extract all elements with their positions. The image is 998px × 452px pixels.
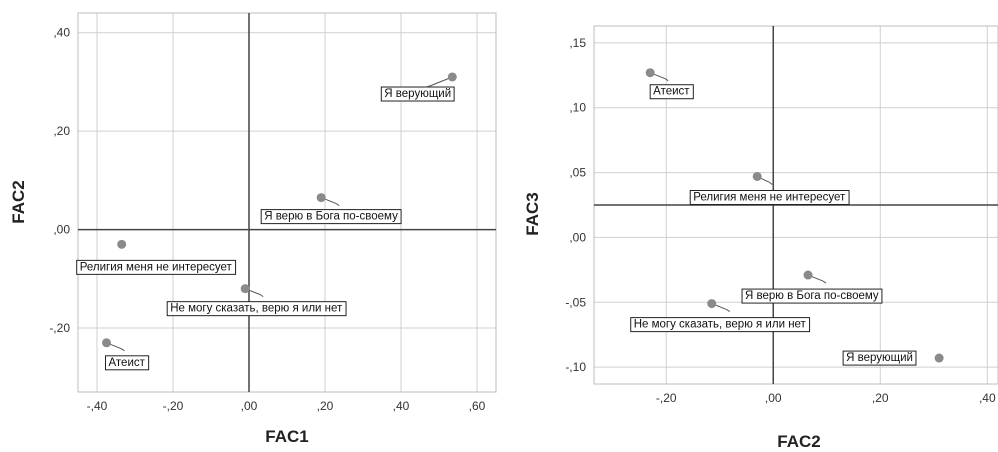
data-point-group: Я верующий: [842, 350, 944, 366]
data-point-marker: [102, 338, 111, 348]
leader-line: [335, 203, 340, 206]
leader-line: [121, 348, 125, 352]
y-tick-label: ,00: [53, 223, 70, 237]
point-label: Не могу сказать, верю я или нет: [634, 319, 807, 331]
data-point-marker: [645, 68, 655, 78]
leader-line: [822, 280, 827, 284]
data-point-group: Атеист: [645, 68, 694, 100]
y-axis-title: FAC2: [9, 180, 28, 223]
y-tick-label: ,15: [569, 36, 586, 50]
x-tick-label: ,00: [241, 399, 258, 413]
data-point-marker: [707, 299, 717, 309]
x-tick-label: -,20: [656, 391, 677, 405]
point-label-box: [630, 317, 811, 333]
point-label: Я верующий: [846, 352, 913, 364]
point-label: Я верю в Бога по-своему: [264, 211, 398, 223]
point-label-box: [105, 355, 150, 371]
x-tick-label: ,40: [979, 391, 996, 405]
y-tick-label: ,40: [53, 26, 70, 40]
y-tick-label: -,05: [565, 295, 586, 309]
data-point-marker: [752, 171, 762, 181]
point-label-box: [842, 350, 917, 366]
point-label-box: [649, 84, 694, 100]
y-tick-label: -,20: [49, 321, 70, 335]
data-point-group: Я верю в Бога по-своему: [260, 193, 402, 225]
point-label: Атеист: [109, 357, 146, 369]
point-label: Атеист: [653, 86, 690, 98]
point-label-box: [76, 259, 237, 275]
data-point-marker: [117, 239, 127, 249]
leader-line: [259, 294, 264, 298]
leader-line: [726, 309, 730, 312]
x-axis-title: FAC2: [777, 432, 820, 451]
x-tick-label: -,40: [87, 399, 108, 413]
point-label-box: [689, 189, 850, 205]
y-tick-label: -,10: [565, 360, 586, 374]
data-point-marker: [316, 193, 326, 203]
data-point-marker: [803, 270, 813, 280]
data-point-marker: [447, 72, 457, 82]
data-point-marker: [240, 284, 250, 294]
fac2-fac3-scatter-panel: -,20 ,00 ,20 ,40 -,10 -,05 ,00 ,05 ,10 ,15 FAC2 FAC…: [523, 25, 998, 451]
point-label-box: [741, 288, 883, 304]
leader-line: [664, 78, 669, 82]
x-tick-label: ,20: [317, 399, 334, 413]
y-axis-title: FAC3: [523, 192, 542, 235]
point-label-box: [166, 301, 347, 317]
data-point-marker: [934, 353, 944, 363]
x-tick-label: ,40: [393, 399, 410, 413]
x-axis-title: FAC1: [265, 427, 308, 446]
point-label-box: [380, 86, 455, 102]
point-label: Я верю в Бога по-своему: [745, 290, 879, 302]
x-tick-label: ,60: [469, 399, 486, 413]
data-point-group: Не могу сказать, верю я или нет: [166, 284, 347, 317]
leader-line: [769, 182, 773, 185]
data-point-group: Религия меня не интересует: [76, 239, 237, 275]
point-label: Я верующий: [384, 88, 451, 100]
fac1-fac2-scatter-panel: -,40 -,20 ,00 ,20 ,40 ,60 -,20 ,00 ,20 ,40 FAC1 FAC…: [9, 12, 497, 446]
data-point-group: Я верующий: [380, 72, 457, 102]
y-tick-label: ,20: [53, 124, 70, 138]
x-tick-label: ,00: [765, 391, 782, 405]
plot-frame: [77, 12, 497, 393]
y-tick-label: ,10: [569, 101, 586, 115]
x-tick-label: ,20: [872, 391, 889, 405]
leader-line: [425, 85, 430, 88]
point-label: Не могу сказать, верю я или нет: [170, 303, 343, 315]
data-point-group: Я верю в Бога по-своему: [741, 270, 883, 304]
x-tick-label: -,20: [163, 399, 184, 413]
y-tick-label: ,00: [569, 230, 586, 244]
y-tick-label: ,05: [569, 166, 586, 180]
point-label-box: [260, 209, 402, 225]
data-point-group: Атеист: [102, 338, 150, 371]
data-point-group: Религия меня не интересует: [689, 171, 850, 205]
point-label: Религия меня не интересует: [80, 261, 233, 273]
point-label: Религия меня не интересует: [693, 191, 846, 203]
data-point-group: Не могу сказать, верю я или нет: [630, 299, 811, 333]
